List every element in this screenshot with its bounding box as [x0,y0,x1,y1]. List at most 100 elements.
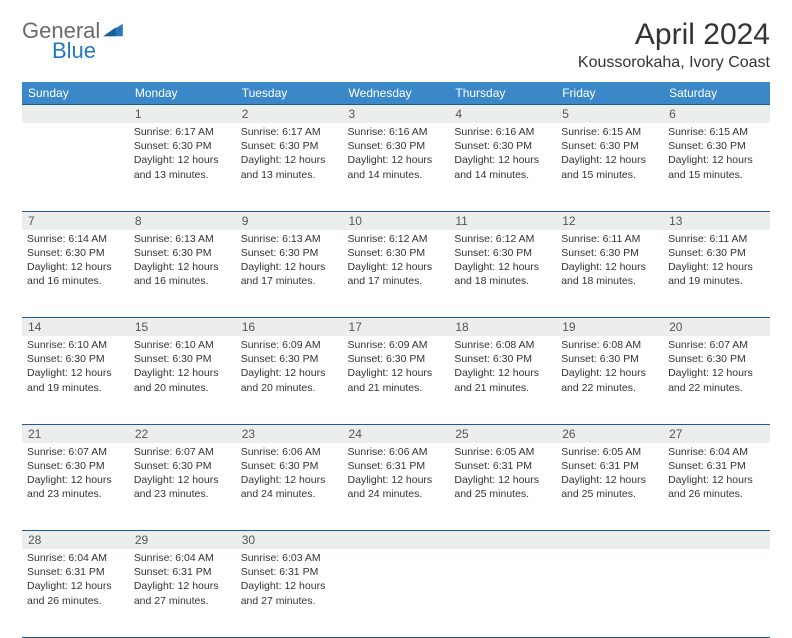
sunset-line: Sunset: 6:31 PM [241,565,338,579]
logo-triangle-icon [102,22,124,38]
sunrise-line: Sunrise: 6:14 AM [27,232,124,246]
day-cell-body: Sunrise: 6:16 AMSunset: 6:30 PMDaylight:… [449,123,556,186]
header: General Blue April 2024 Koussorokaha, Iv… [22,18,770,72]
sunset-line: Sunset: 6:30 PM [27,352,124,366]
day-number-cell [343,531,450,550]
day-number-cell [556,531,663,550]
daylight-line: Daylight: 12 hours and 26 minutes. [27,579,124,607]
sunset-line: Sunset: 6:30 PM [134,459,231,473]
day-number-cell: 30 [236,531,343,550]
day-cell: Sunrise: 6:04 AMSunset: 6:31 PMDaylight:… [129,549,236,637]
daylight-line: Daylight: 12 hours and 22 minutes. [561,366,658,394]
day-number-cell: 27 [663,424,770,443]
day-cell-body: Sunrise: 6:14 AMSunset: 6:30 PMDaylight:… [22,230,129,293]
day-cell-body: Sunrise: 6:12 AMSunset: 6:30 PMDaylight:… [449,230,556,293]
day-cell-body: Sunrise: 6:17 AMSunset: 6:30 PMDaylight:… [236,123,343,186]
sunset-line: Sunset: 6:31 PM [27,565,124,579]
day-content-row: Sunrise: 6:14 AM Sunset: 6:30 PM Daylight:… [22,230,770,318]
day-cell-body: Sunrise: 6:10 AMSunset: 6:30 PMDaylight:… [22,336,129,399]
day-number-cell: 28 [22,531,129,550]
day-number-cell: 22 [129,424,236,443]
daylight-line: Daylight: 12 hours and 24 minutes. [241,473,338,501]
sunset-line: Sunset: 6:30 PM [561,352,658,366]
sunrise-line: Sunrise: 6:04 AM [27,551,124,565]
sunset-line: Sunset: 6:30 PM [348,352,445,366]
sunrise-line: Sunrise: 6:10 AM [134,338,231,352]
day-cell: Sunrise: 6:11 AMSunset: 6:30 PMDaylight:… [556,230,663,318]
day-cell: Sunrise: 6:07 AMSunset: 6:30 PMDaylight:… [22,443,129,531]
weekday-header: Saturday [663,82,770,105]
day-cell-body: Sunrise: 6:07 AMSunset: 6:30 PMDaylight:… [22,443,129,506]
sunrise-line: Sunrise: 6:09 AM [348,338,445,352]
sunset-line: Sunset: 6:30 PM [348,139,445,153]
sunrise-line: Sunrise: 6:15 AM [561,125,658,139]
day-content-row: Sunrise: 6:17 AMSunset: 6:30 PMDaylight:… [22,123,770,211]
sunrise-line: Sunrise: 6:04 AM [134,551,231,565]
day-cell: Sunrise: 6:15 AMSunset: 6:30 PMDaylight:… [663,123,770,211]
day-cell: Sunrise: 6:05 AMSunset: 6:31 PMDaylight:… [556,443,663,531]
sunset-line: Sunset: 6:30 PM [241,352,338,366]
sunrise-line: Sunrise: 6:11 AM [668,232,765,246]
month-title: April 2024 [578,18,770,52]
day-cell [449,549,556,637]
weekday-header: Wednesday [343,82,450,105]
day-content-row: Sunrise: 6:07 AMSunset: 6:30 PMDaylight:… [22,443,770,531]
day-cell: Sunrise: 6:17 AMSunset: 6:30 PMDaylight:… [129,123,236,211]
daylight-line: Daylight: 12 hours and 14 minutes. [348,153,445,181]
day-cell-body: Sunrise: 6:04 AMSunset: 6:31 PMDaylight:… [663,443,770,506]
day-number-cell: 16 [236,318,343,337]
sunset-line: Sunset: 6:30 PM [348,246,445,260]
sunrise-line: Sunrise: 6:13 AM [134,232,231,246]
day-cell: Sunrise: 6:06 AMSunset: 6:31 PMDaylight:… [343,443,450,531]
sunrise-line: Sunrise: 6:08 AM [454,338,551,352]
sunset-line: Sunset: 6:30 PM [27,459,124,473]
day-number-row: 21222324252627 [22,424,770,443]
daylight-line: Daylight: 12 hours and 15 minutes. [668,153,765,181]
day-cell: Sunrise: 6:09 AMSunset: 6:30 PMDaylight:… [343,336,450,424]
title-block: April 2024 Koussorokaha, Ivory Coast [578,18,770,72]
weekday-header: Sunday [22,82,129,105]
day-cell: Sunrise: 6:13 AMSunset: 6:30 PMDaylight:… [236,230,343,318]
weekday-header: Tuesday [236,82,343,105]
sunrise-line: Sunrise: 6:13 AM [241,232,338,246]
day-cell: Sunrise: 6:07 AMSunset: 6:30 PMDaylight:… [129,443,236,531]
daylight-line: Daylight: 12 hours and 23 minutes. [134,473,231,501]
day-cell: Sunrise: 6:16 AMSunset: 6:30 PMDaylight:… [343,123,450,211]
sunset-line: Sunset: 6:30 PM [134,139,231,153]
daylight-line: Daylight: 12 hours and 14 minutes. [454,153,551,181]
calendar-table: SundayMondayTuesdayWednesdayThursdayFrid… [22,82,770,638]
day-number-cell [22,105,129,124]
sunset-line: Sunset: 6:30 PM [668,352,765,366]
sunset-line: Sunset: 6:30 PM [134,246,231,260]
logo: General Blue [22,18,142,62]
day-number-cell: 23 [236,424,343,443]
weekday-header: Friday [556,82,663,105]
daylight-line: Daylight: 12 hours and 17 minutes. [241,260,338,288]
day-cell-body: Sunrise: 6:09 AMSunset: 6:30 PMDaylight:… [343,336,450,399]
sunrise-line: Sunrise: 6:16 AM [348,125,445,139]
day-number-cell [663,531,770,550]
day-cell: Sunrise: 6:04 AMSunset: 6:31 PMDaylight:… [22,549,129,637]
daylight-line: Daylight: 12 hours and 23 minutes. [27,473,124,501]
day-cell: Sunrise: 6:17 AMSunset: 6:30 PMDaylight:… [236,123,343,211]
day-cell-body: Sunrise: 6:15 AMSunset: 6:30 PMDaylight:… [663,123,770,186]
day-cell: Sunrise: 6:11 AMSunset: 6:30 PMDaylight:… [663,230,770,318]
day-cell-body: Sunrise: 6:08 AMSunset: 6:30 PMDaylight:… [556,336,663,399]
sunrise-line: Sunrise: 6:10 AM [27,338,124,352]
sunset-line: Sunset: 6:30 PM [668,139,765,153]
day-cell: Sunrise: 6:04 AMSunset: 6:31 PMDaylight:… [663,443,770,531]
day-content-row: Sunrise: 6:04 AMSunset: 6:31 PMDaylight:… [22,549,770,637]
day-number-cell: 11 [449,211,556,230]
day-content-row: Sunrise: 6:10 AMSunset: 6:30 PMDaylight:… [22,336,770,424]
daylight-line: Daylight: 12 hours and 19 minutes. [27,366,124,394]
day-cell: Sunrise: 6:08 AMSunset: 6:30 PMDaylight:… [556,336,663,424]
daylight-line: Daylight: 12 hours and 21 minutes. [454,366,551,394]
day-number-row: 282930 [22,531,770,550]
sunset-line: Sunset: 6:30 PM [241,139,338,153]
weekday-header: Thursday [449,82,556,105]
sunset-line: Sunset: 6:30 PM [561,246,658,260]
day-number-cell: 9 [236,211,343,230]
daylight-line: Daylight: 12 hours and 20 minutes. [241,366,338,394]
sunrise-line: Sunrise: 6:06 AM [348,445,445,459]
day-cell [556,549,663,637]
